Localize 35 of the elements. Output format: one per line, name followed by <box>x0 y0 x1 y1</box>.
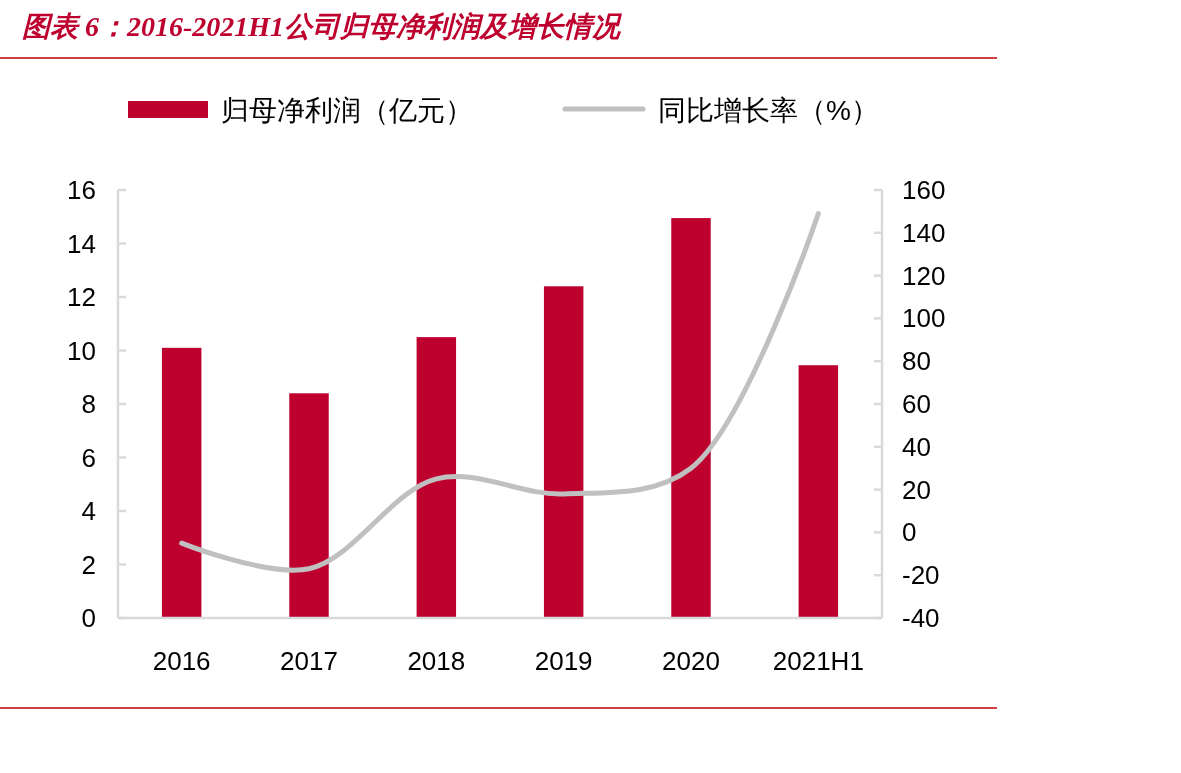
bar <box>416 337 457 618</box>
y2-tick-label: 60 <box>902 389 931 419</box>
bar <box>671 218 711 618</box>
bar <box>798 365 839 618</box>
x-tick-label: 2021H1 <box>772 646 864 676</box>
y2-tick-label: -20 <box>902 560 940 591</box>
y2-tick-label: 140 <box>902 217 946 248</box>
legend-label: 归母净利润（亿元） <box>221 94 473 126</box>
y-tick-label: 4 <box>81 496 96 526</box>
y-tick-label: 14 <box>67 228 96 259</box>
x-tick-label: 2018 <box>407 646 466 676</box>
y-tick-label: 2 <box>81 549 96 580</box>
y2-tick-label: 100 <box>902 303 946 334</box>
bar <box>161 347 202 618</box>
y2-tick-label: -40 <box>902 603 940 633</box>
chart-title: 图表 6：2016-2021H1公司归母净利润及增长情况 <box>22 11 624 42</box>
y-tick-label: 10 <box>67 335 96 366</box>
x-tick-label: 2017 <box>280 646 338 676</box>
bar <box>289 393 329 618</box>
x-tick-label: 2019 <box>534 646 593 676</box>
x-tick-label: 2020 <box>662 646 720 676</box>
y-tick-label: 0 <box>81 603 96 633</box>
y2-tick-label: 20 <box>902 474 931 505</box>
y2-tick-label: 80 <box>902 346 931 377</box>
y-tick-label: 12 <box>67 282 96 312</box>
legend-label: 同比增长率（%） <box>658 94 879 126</box>
x-tick-label: 2016 <box>152 646 211 676</box>
y-tick-label: 16 <box>67 175 96 205</box>
y2-tick-label: 0 <box>902 517 917 548</box>
y2-tick-label: 160 <box>902 175 946 205</box>
y2-tick-label: 40 <box>902 431 931 462</box>
y2-tick-label: 120 <box>902 260 946 291</box>
y-tick-label: 8 <box>81 389 96 419</box>
y-tick-label: 6 <box>81 442 96 473</box>
bar <box>543 286 584 618</box>
